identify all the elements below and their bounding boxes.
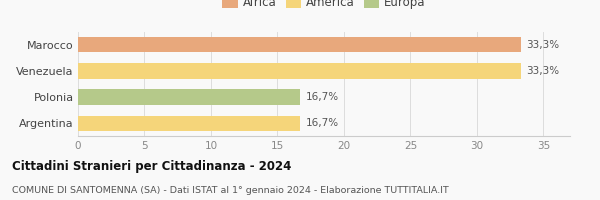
Text: COMUNE DI SANTOMENNA (SA) - Dati ISTAT al 1° gennaio 2024 - Elaborazione TUTTITA: COMUNE DI SANTOMENNA (SA) - Dati ISTAT a…	[12, 186, 449, 195]
Text: Cittadini Stranieri per Cittadinanza - 2024: Cittadini Stranieri per Cittadinanza - 2…	[12, 160, 292, 173]
Text: 16,7%: 16,7%	[305, 118, 338, 128]
Text: 33,3%: 33,3%	[526, 40, 559, 50]
Text: 33,3%: 33,3%	[526, 66, 559, 76]
Text: 16,7%: 16,7%	[305, 92, 338, 102]
Bar	[78, 37, 521, 52]
Bar	[78, 63, 521, 79]
Bar	[78, 89, 300, 105]
Legend: Africa, America, Europa: Africa, America, Europa	[218, 0, 430, 14]
Bar	[78, 116, 300, 131]
